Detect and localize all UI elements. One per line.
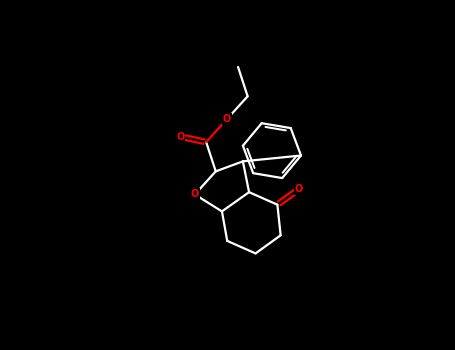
Text: O: O (176, 132, 185, 142)
Text: O: O (294, 184, 303, 194)
Text: O: O (191, 189, 199, 200)
Text: O: O (223, 114, 231, 124)
